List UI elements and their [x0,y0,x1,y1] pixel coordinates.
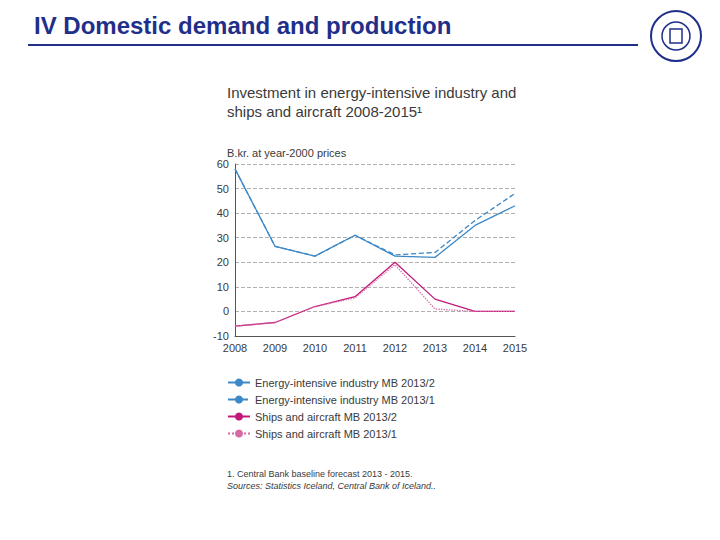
svg-text:2015: 2015 [503,342,527,354]
svg-text:Investment in energy-intensive: Investment in energy-intensive industry … [227,84,521,101]
svg-text:Ships and aircraft MB 2013/2: Ships and aircraft MB 2013/2 [255,411,397,423]
svg-text:40: 40 [217,207,229,219]
svg-text:2009: 2009 [263,342,287,354]
svg-text:10: 10 [217,281,229,293]
svg-text:Sources: Statistics Iceland, C: Sources: Statistics Iceland, Central Ban… [227,481,436,491]
svg-text:2008: 2008 [223,342,247,354]
svg-text:Energy-intensive industry MB 2: Energy-intensive industry MB 2013/1 [255,394,435,406]
svg-text:2014: 2014 [463,342,487,354]
svg-text:30: 30 [217,232,229,244]
svg-text:2013: 2013 [423,342,447,354]
svg-text:Ships and aircraft MB 2013/1: Ships and aircraft MB 2013/1 [255,428,397,440]
svg-text:2010: 2010 [303,342,327,354]
svg-text:20: 20 [217,256,229,268]
svg-text:0: 0 [223,305,229,317]
svg-text:B.kr. at year-2000 prices: B.kr. at year-2000 prices [227,147,347,159]
html-text:IV Domestic demand and product: IV Domestic demand and production [34,12,452,39]
svg-text:1. Central Bank baseline forec: 1. Central Bank baseline forecast 2013 -… [227,469,413,479]
svg-text:ships and aircraft 2008-2015¹: ships and aircraft 2008-2015¹ [227,103,422,120]
svg-text:2012: 2012 [383,342,407,354]
svg-text:Energy-intensive industry MB 2: Energy-intensive industry MB 2013/2 [255,377,435,389]
svg-text:50: 50 [217,183,229,195]
svg-text:60: 60 [217,158,229,170]
svg-text:2011: 2011 [343,342,367,354]
svg-text:-10: -10 [213,330,229,342]
